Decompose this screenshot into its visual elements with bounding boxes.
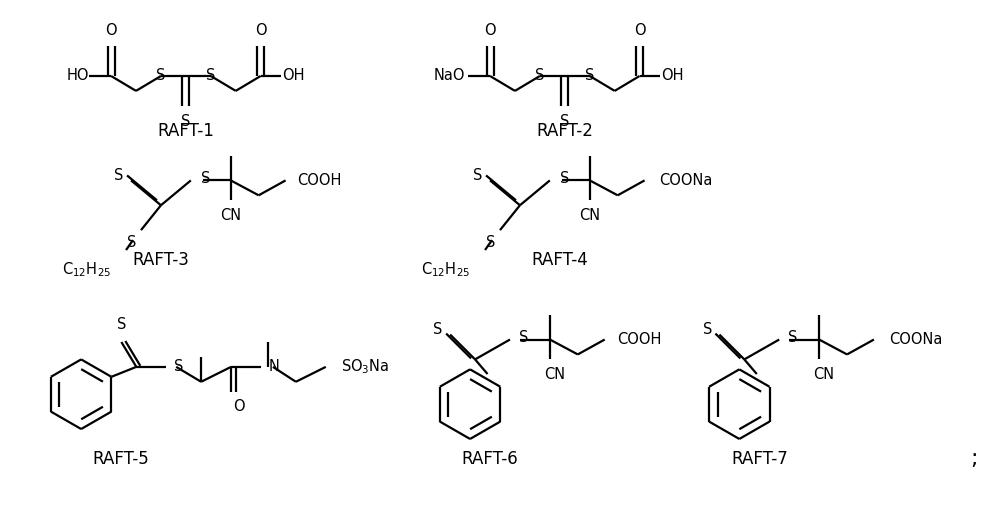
Text: S: S (127, 235, 136, 250)
Text: S: S (585, 69, 594, 83)
Text: S: S (560, 114, 570, 129)
Text: HO: HO (67, 69, 89, 83)
Text: COOH: COOH (617, 332, 661, 347)
Text: O: O (233, 398, 245, 414)
Text: COOH: COOH (298, 173, 342, 188)
Text: S: S (117, 317, 126, 332)
Text: O: O (105, 23, 117, 38)
Text: O: O (255, 23, 266, 38)
Text: S: S (473, 168, 483, 183)
Text: RAFT-6: RAFT-6 (462, 450, 518, 468)
Text: S: S (486, 235, 495, 250)
Text: S: S (535, 69, 545, 83)
Text: CN: CN (579, 208, 600, 223)
Text: S: S (201, 171, 210, 186)
Text: S: S (174, 360, 184, 374)
Text: CN: CN (544, 367, 565, 382)
Text: COONa: COONa (660, 173, 713, 188)
Text: S: S (206, 69, 215, 83)
Text: C$_{12}$H$_{25}$: C$_{12}$H$_{25}$ (421, 260, 470, 279)
Text: S: S (114, 168, 124, 183)
Text: RAFT-7: RAFT-7 (731, 450, 788, 468)
Text: S: S (156, 69, 166, 83)
Text: SO$_3$Na: SO$_3$Na (341, 358, 389, 376)
Text: S: S (519, 330, 528, 345)
Text: CN: CN (814, 367, 835, 382)
Text: S: S (560, 171, 569, 186)
Text: S: S (433, 322, 443, 337)
Text: OH: OH (662, 69, 684, 83)
Text: RAFT-5: RAFT-5 (93, 450, 149, 468)
Text: RAFT-4: RAFT-4 (531, 251, 588, 269)
Text: RAFT-1: RAFT-1 (157, 122, 214, 140)
Text: OH: OH (283, 69, 305, 83)
Text: N: N (269, 360, 280, 374)
Text: S: S (181, 114, 191, 129)
Text: RAFT-2: RAFT-2 (536, 122, 593, 140)
Text: O: O (634, 23, 645, 38)
Text: RAFT-3: RAFT-3 (133, 251, 189, 269)
Text: CN: CN (220, 208, 241, 223)
Text: ;: ; (970, 449, 977, 469)
Text: S: S (788, 330, 798, 345)
Text: O: O (484, 23, 496, 38)
Text: NaO: NaO (434, 69, 465, 83)
Text: COONa: COONa (889, 332, 942, 347)
Text: S: S (703, 322, 712, 337)
Text: C$_{12}$H$_{25}$: C$_{12}$H$_{25}$ (62, 260, 111, 279)
